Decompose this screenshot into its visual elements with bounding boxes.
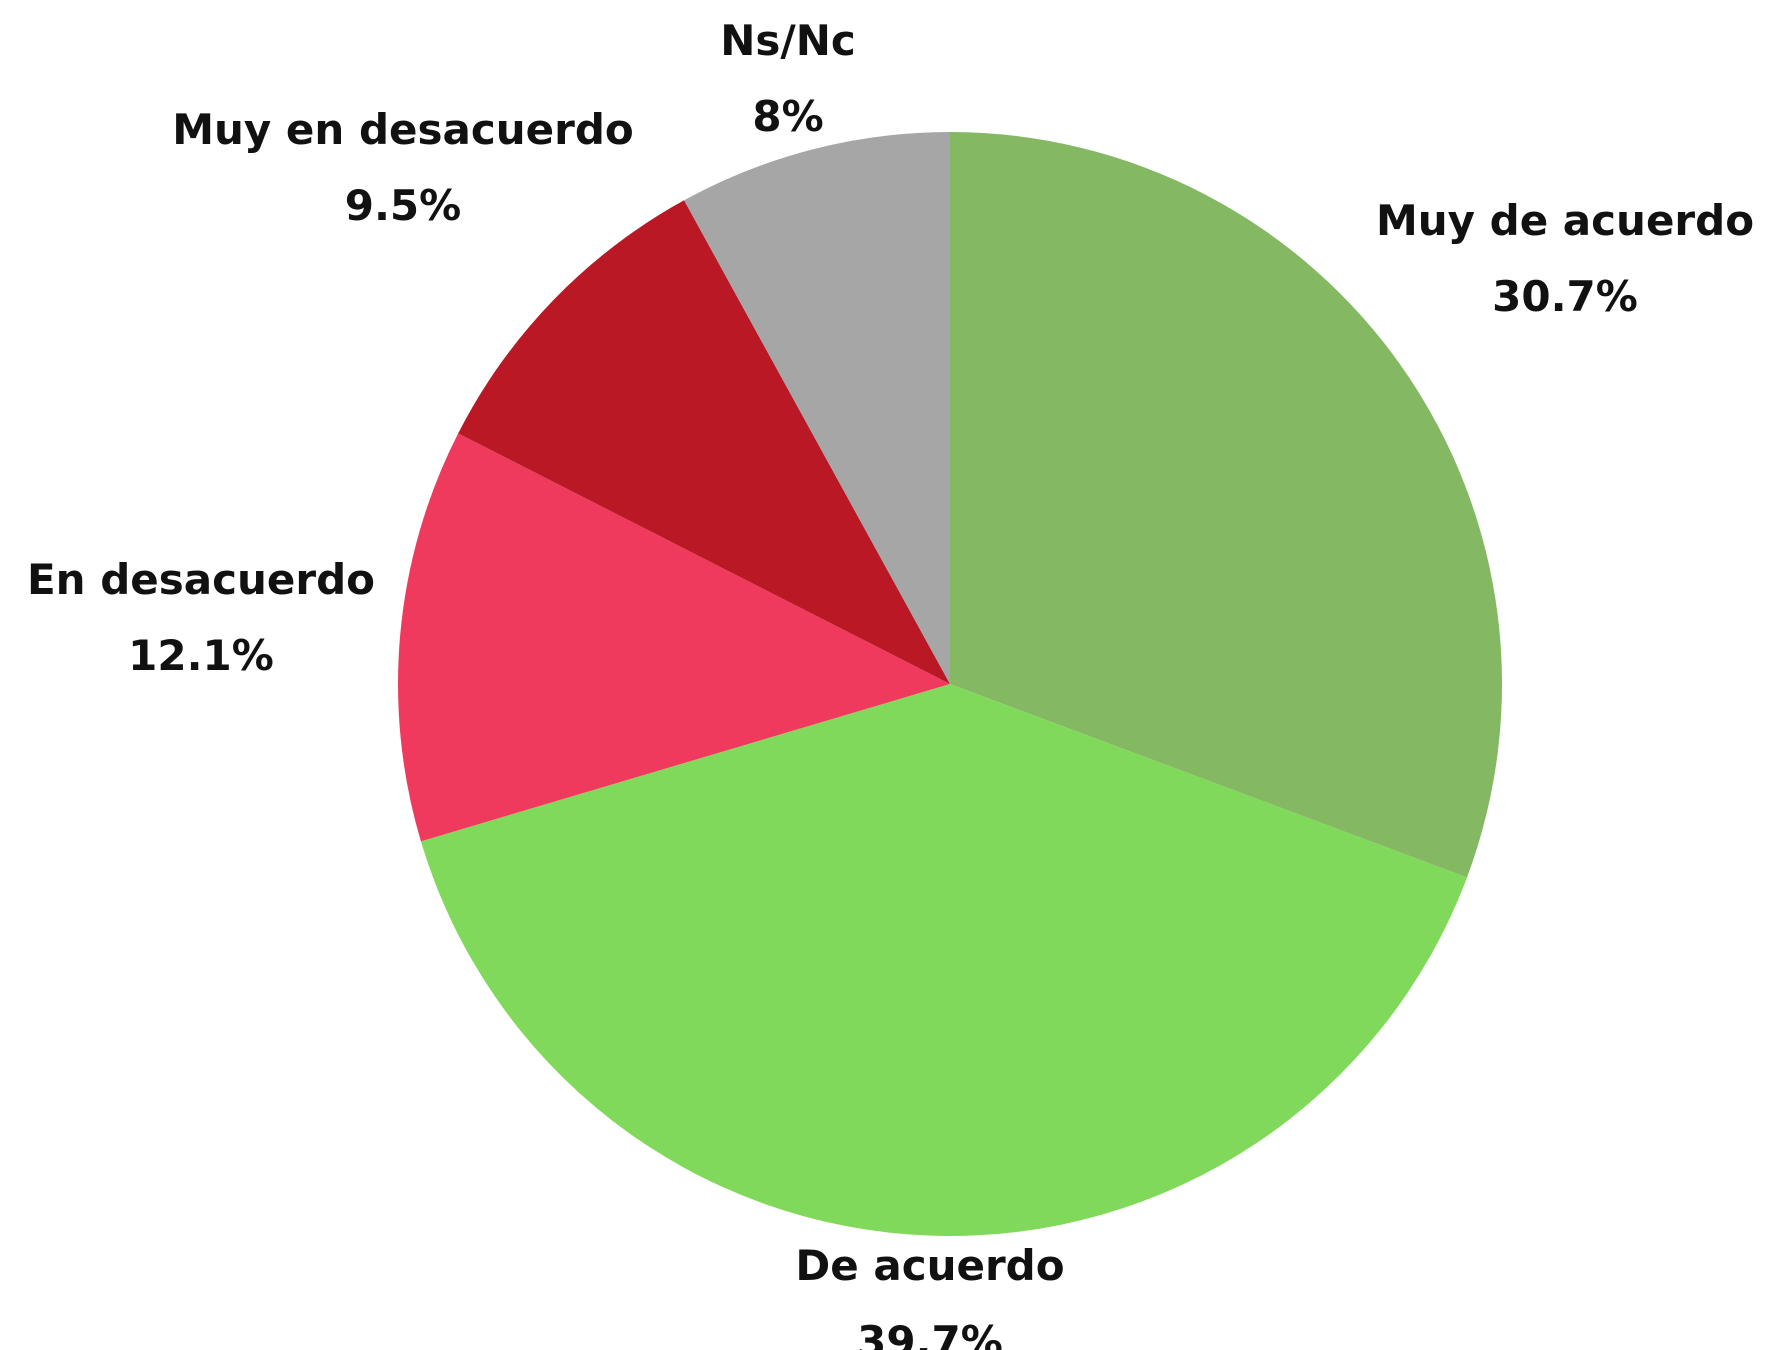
slice-category-label: Muy en desacuerdo xyxy=(172,105,634,154)
slice-category-label: En desacuerdo xyxy=(27,555,375,604)
slice-value-label: 9.5% xyxy=(345,181,461,230)
slice-value-label: 8% xyxy=(752,92,823,141)
pie-slice-de-acuerdo xyxy=(420,684,1467,1236)
slice-category-label: Muy de acuerdo xyxy=(1376,196,1754,245)
pie-labels: Muy de acuerdo 30.7% De acuerdo 39.7% En des… xyxy=(27,16,1754,1350)
slice-value-label: 30.7% xyxy=(1492,272,1638,321)
pie-slice-muy-de-acuerdo xyxy=(950,132,1503,878)
pie-slice-muy-en-desacuerdo xyxy=(458,200,950,684)
pie-slices xyxy=(398,132,1503,1236)
slice-value-label: 39.7% xyxy=(857,1317,1003,1350)
slice-category-label: De acuerdo xyxy=(795,1241,1064,1290)
slice-value-label: 12.1% xyxy=(128,631,274,680)
slice-category-label: Ns/Nc xyxy=(720,16,856,65)
pie-slice-ns-nc xyxy=(684,132,950,684)
pie-slice-en-desacuerdo xyxy=(398,433,950,842)
